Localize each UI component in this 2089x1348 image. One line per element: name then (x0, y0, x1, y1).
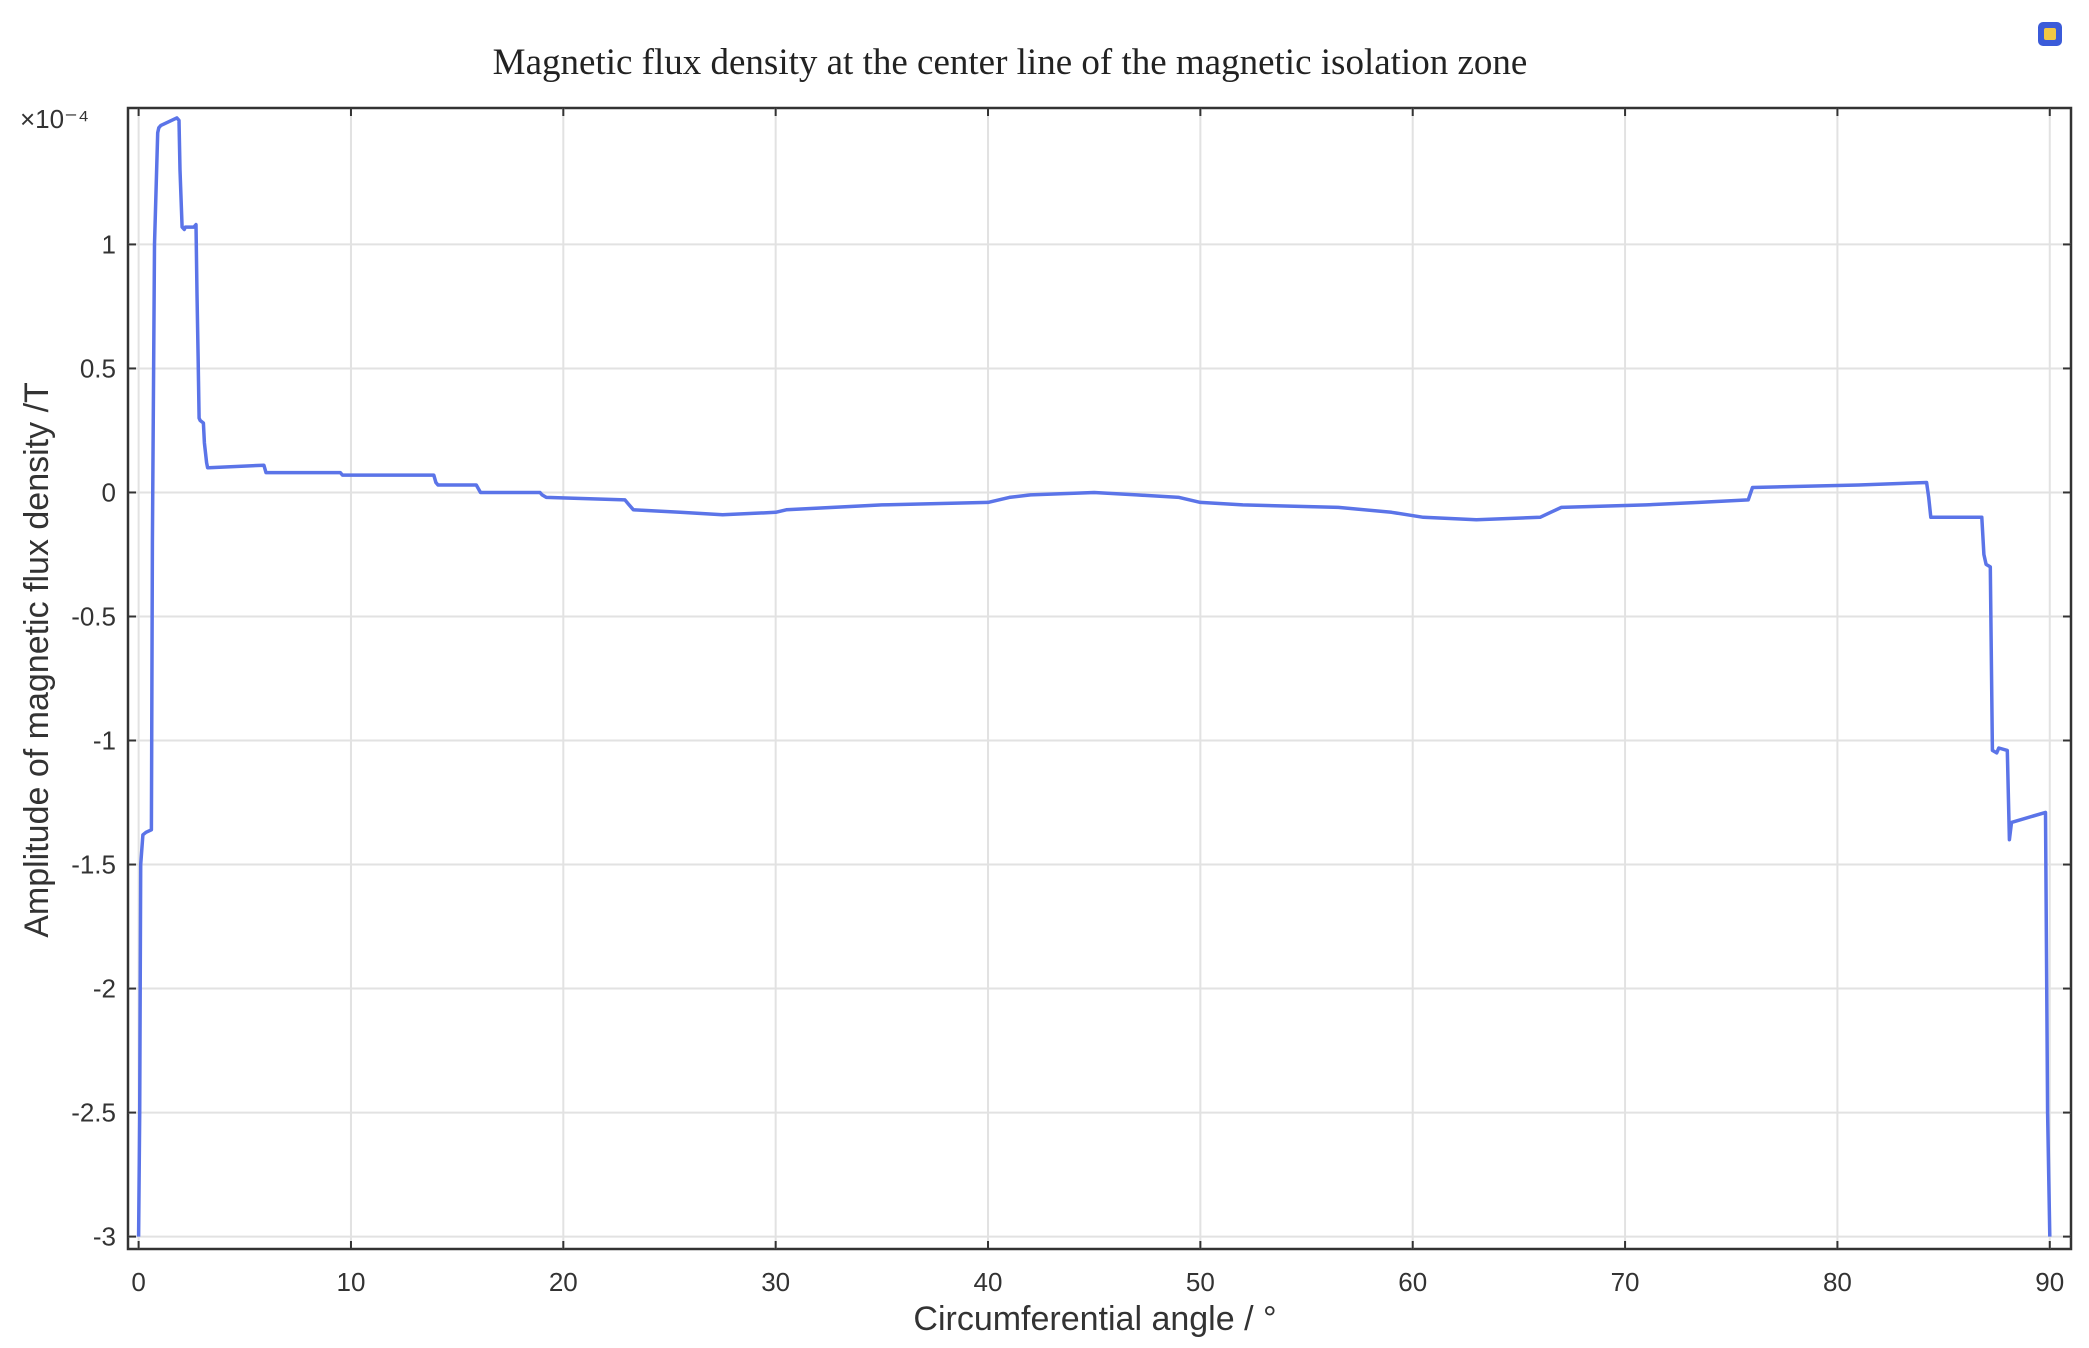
grid (128, 108, 2071, 1249)
x-tick-label: 30 (761, 1267, 790, 1297)
x-tick-label: 80 (1823, 1267, 1852, 1297)
y-tick-label: -0.5 (71, 601, 116, 631)
y-tick-label: -1.5 (71, 850, 116, 880)
plot-area (126, 106, 2073, 1251)
y-tick-label: -3 (93, 1222, 116, 1252)
y-tick-label: 0 (102, 477, 116, 507)
x-tick-label: 90 (2035, 1267, 2064, 1297)
y-tick-labels: 1 0.5 0 -0.5 -1 -1.5 -2 -2.5 -3 (71, 229, 116, 1251)
x-tick-label: 10 (337, 1267, 366, 1297)
y-tick-label: 0.5 (80, 353, 116, 383)
x-tick-label: 50 (1186, 1267, 1215, 1297)
y-tick-label: -2.5 (71, 1098, 116, 1128)
y-multiplier-label: ×10⁻⁴ (20, 104, 89, 134)
x-tick-label: 60 (1398, 1267, 1427, 1297)
y-axis-label: Amplitude of magnetic flux density /T (18, 382, 56, 938)
x-tick-label: 20 (549, 1267, 578, 1297)
x-tick-labels: 0 10 20 30 40 50 60 70 80 90 (131, 1267, 2064, 1297)
x-tick-label: 0 (131, 1267, 145, 1297)
series-line (136, 116, 2052, 1237)
app-badge-icon (2038, 22, 2062, 46)
series-layer (136, 116, 2052, 1237)
chart-title: Magnetic flux density at the center line… (493, 42, 1528, 83)
tick-marks (128, 108, 2071, 1249)
y-tick-label: -2 (93, 974, 116, 1004)
x-tick-label: 70 (1611, 1267, 1640, 1297)
y-tick-label: -1 (93, 726, 116, 756)
x-tick-label: 40 (974, 1267, 1003, 1297)
x-axis-label: Circumferential angle / ° (913, 1300, 1276, 1338)
y-tick-label: 1 (102, 229, 116, 259)
